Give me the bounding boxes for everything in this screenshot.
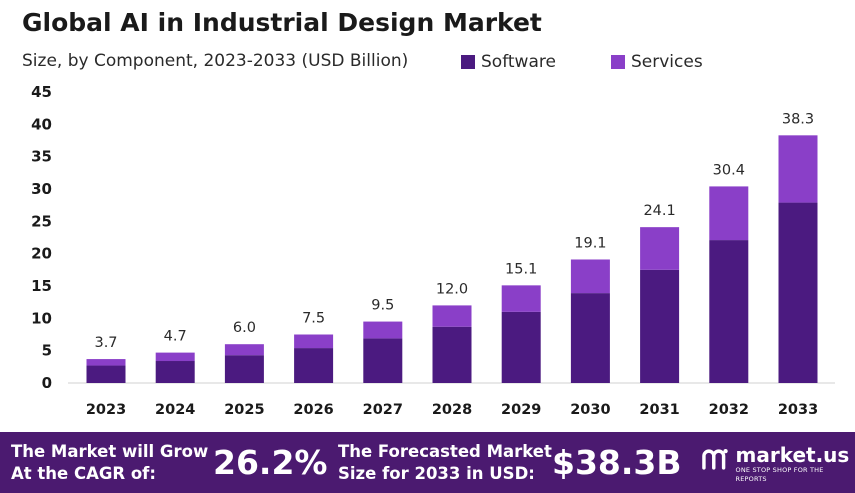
bar-services-2027	[363, 321, 403, 339]
y-tick-label: 35	[31, 148, 52, 166]
bar-software-2031	[640, 269, 680, 383]
logo-tagline: ONE STOP SHOP FOR THE REPORTS	[735, 466, 824, 483]
chart-title: Global AI in Industrial Design Market	[22, 8, 542, 37]
bar-services-2029	[501, 285, 541, 312]
chart-subtitle: Size, by Component, 2023-2033 (USD Billi…	[22, 51, 409, 71]
data-label: 6.0	[233, 320, 256, 336]
data-label: 9.5	[371, 298, 394, 314]
bar-software-2028	[432, 326, 472, 383]
data-label: 19.1	[574, 235, 606, 251]
bar-services-2026	[294, 334, 334, 349]
bar-services-2032	[709, 186, 749, 241]
data-label: 7.5	[302, 311, 325, 327]
bar-software-2025	[224, 355, 264, 383]
summary-banner: The Market will Grow At the CAGR of: 26.…	[0, 432, 855, 493]
x-tick-label: 2029	[501, 402, 541, 418]
logo-name: market.us	[735, 443, 850, 467]
bar-software-2029	[501, 311, 541, 383]
bar-software-2027	[363, 338, 403, 383]
forecast-caption-line-2: Size for 2033 in USD:	[338, 464, 535, 483]
bar-services-2025	[224, 344, 264, 356]
bar-software-2026	[294, 348, 334, 383]
x-tick-label: 2032	[709, 402, 749, 418]
bar-services-2030	[570, 259, 610, 294]
x-tick-label: 2027	[363, 402, 403, 418]
y-tick-label: 40	[31, 115, 52, 133]
cagr-caption-line-1: The Market will Grow	[11, 442, 209, 461]
y-tick-label: 5	[42, 342, 52, 360]
forecast-caption-line-1: The Forecasted Market	[338, 442, 552, 461]
forecast-caption: The Forecasted Market Size for 2033 in U…	[338, 441, 552, 485]
y-tick-label: 25	[31, 212, 52, 230]
cagr-caption-line-2: At the CAGR of:	[11, 464, 156, 483]
x-tick-label: 2023	[86, 402, 126, 418]
y-tick-label: 0	[42, 374, 52, 392]
bar-services-2031	[640, 227, 680, 270]
data-label: 4.7	[164, 329, 187, 345]
bar-software-2024	[155, 361, 195, 383]
bar-services-2033	[778, 135, 818, 203]
y-tick-label: 45	[31, 83, 52, 101]
bar-software-2023	[86, 365, 126, 383]
cagr-value: 26.2%	[213, 443, 328, 482]
y-tick-label: 15	[31, 277, 52, 295]
bar-software-2030	[570, 293, 610, 383]
bar-chart: 0510152025303540453.720234.720246.020257…	[31, 83, 835, 418]
legend-swatch-services	[611, 55, 625, 69]
x-tick-label: 2025	[224, 402, 264, 418]
market-us-logo: market.us ONE STOP SHOP FOR THE REPORTS	[700, 444, 855, 484]
bar-software-2032	[709, 240, 749, 383]
data-label: 24.1	[643, 203, 675, 219]
x-tick-label: 2028	[432, 402, 472, 418]
legend-item-services: Services	[611, 52, 703, 72]
legend-item-software: Software	[461, 52, 556, 72]
bar-services-2023	[86, 359, 126, 366]
bar-software-2033	[778, 202, 818, 383]
x-tick-label: 2031	[639, 402, 679, 418]
data-label: 38.3	[782, 111, 814, 127]
cagr-caption: The Market will Grow At the CAGR of:	[11, 441, 208, 485]
x-tick-label: 2033	[778, 402, 818, 418]
legend-swatch-software	[461, 55, 475, 69]
bar-services-2024	[155, 352, 195, 362]
legend-label-software: Software	[481, 52, 556, 72]
y-tick-label: 30	[31, 180, 52, 198]
legend-label-services: Services	[631, 52, 703, 72]
x-tick-label: 2024	[155, 402, 195, 418]
data-label: 12.0	[436, 281, 468, 297]
data-label: 30.4	[713, 162, 745, 178]
y-tick-label: 10	[31, 309, 52, 327]
forecast-value: $38.3B	[552, 443, 682, 482]
market-us-logo-icon	[702, 448, 728, 470]
data-label: 15.1	[505, 261, 537, 277]
x-tick-label: 2030	[570, 402, 610, 418]
x-tick-label: 2026	[293, 402, 333, 418]
bar-services-2028	[432, 305, 472, 327]
y-tick-label: 20	[31, 245, 52, 263]
data-label: 3.7	[94, 335, 117, 351]
